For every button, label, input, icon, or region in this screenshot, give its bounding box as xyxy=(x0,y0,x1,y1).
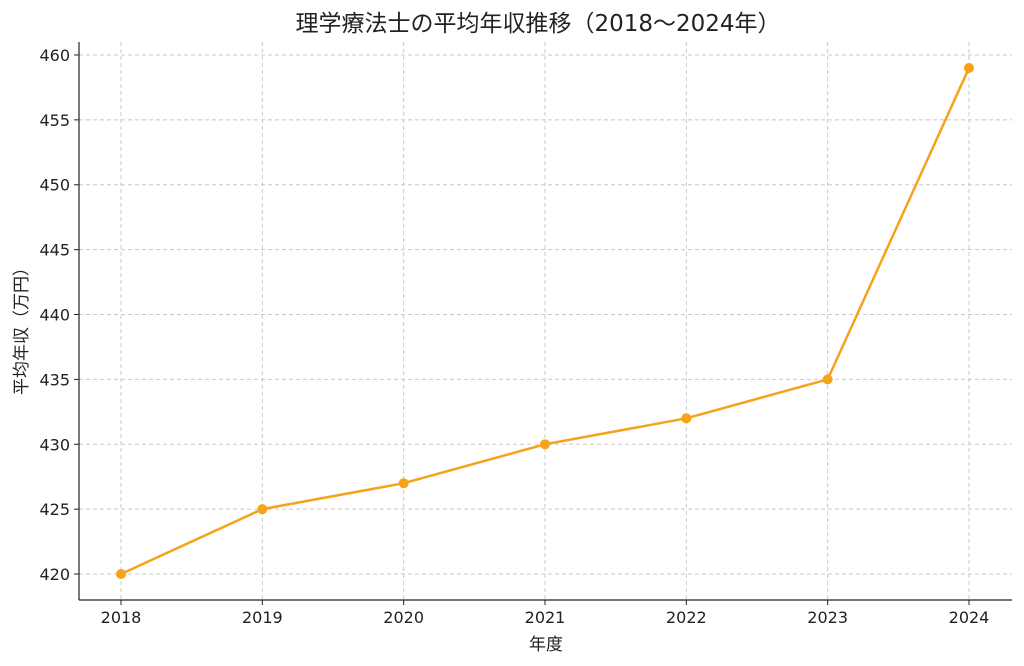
x-tick-label: 2018 xyxy=(101,608,142,627)
axes-frame xyxy=(78,42,1012,601)
data-point xyxy=(257,504,268,515)
data-point xyxy=(681,413,692,424)
y-tick-label: 445 xyxy=(39,241,70,260)
data-point xyxy=(540,439,550,450)
series xyxy=(116,62,974,580)
y-tick-label: 420 xyxy=(39,565,70,584)
x-tick-label: 2019 xyxy=(242,608,283,627)
data-point xyxy=(398,478,409,489)
y-tick-label: 425 xyxy=(39,500,70,519)
x-tick-label: 2022 xyxy=(666,608,707,627)
data-point xyxy=(822,374,833,385)
x-tick-label: 2021 xyxy=(525,608,566,627)
y-tick-label: 430 xyxy=(39,435,70,454)
y-tick-label: 435 xyxy=(39,370,70,389)
ticks: 2018 2019 2020 2021 2022 2023 2024 420 425 430 435… xyxy=(39,46,989,627)
x-tick-label: 2020 xyxy=(383,608,424,627)
y-tick-label: 450 xyxy=(39,176,70,195)
x-tick-label: 2023 xyxy=(807,608,848,627)
data-point xyxy=(964,62,974,73)
y-tick-label: 440 xyxy=(39,306,70,325)
y-axis-label: 平均年収（万円） xyxy=(12,259,32,395)
y-tick-label: 455 xyxy=(39,111,70,130)
grid xyxy=(79,42,1012,600)
x-tick-label: 2024 xyxy=(949,608,990,627)
y-tick-label: 460 xyxy=(39,46,70,65)
chart-title: 理学療法士の平均年収推移（2018〜2024年） xyxy=(295,11,780,37)
data-point xyxy=(116,569,126,580)
x-axis-label: 年度 xyxy=(529,635,563,655)
